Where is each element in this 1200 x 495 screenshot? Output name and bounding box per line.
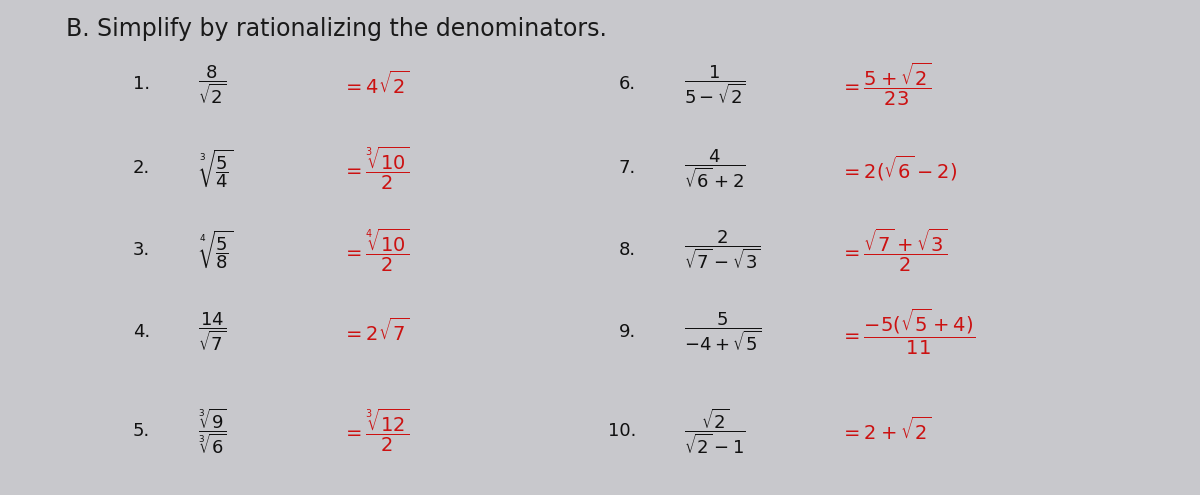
Text: $= \dfrac{5+\sqrt{2}}{23}$: $= \dfrac{5+\sqrt{2}}{23}$ xyxy=(840,60,931,108)
Text: $= 2(\sqrt{6}-2)$: $= 2(\sqrt{6}-2)$ xyxy=(840,154,958,183)
Text: 9.: 9. xyxy=(619,323,636,341)
Text: $= \dfrac{\sqrt[4]{10}}{2}$: $= \dfrac{\sqrt[4]{10}}{2}$ xyxy=(342,226,409,274)
Text: 10.: 10. xyxy=(607,422,636,440)
Text: $= 4\sqrt{2}$: $= 4\sqrt{2}$ xyxy=(342,70,409,98)
Text: $\dfrac{8}{\sqrt{2}}$: $\dfrac{8}{\sqrt{2}}$ xyxy=(198,63,227,105)
Text: $\dfrac{\sqrt{2}}{\sqrt{2}-1}$: $\dfrac{\sqrt{2}}{\sqrt{2}-1}$ xyxy=(684,406,746,455)
Text: $\dfrac{1}{5-\sqrt{2}}$: $\dfrac{1}{5-\sqrt{2}}$ xyxy=(684,63,746,105)
Text: 7.: 7. xyxy=(619,159,636,177)
Text: $\sqrt[3]{\dfrac{5}{4}}$: $\sqrt[3]{\dfrac{5}{4}}$ xyxy=(198,147,234,190)
Text: $\sqrt[4]{\dfrac{5}{8}}$: $\sqrt[4]{\dfrac{5}{8}}$ xyxy=(198,229,234,271)
Text: 6.: 6. xyxy=(619,75,636,93)
Text: $= \dfrac{\sqrt[3]{12}}{2}$: $= \dfrac{\sqrt[3]{12}}{2}$ xyxy=(342,407,409,454)
Text: $= \dfrac{\sqrt{7}+\sqrt{3}}{2}$: $= \dfrac{\sqrt{7}+\sqrt{3}}{2}$ xyxy=(840,226,947,274)
Text: $= 2+\sqrt{2}$: $= 2+\sqrt{2}$ xyxy=(840,417,931,445)
Text: $\dfrac{2}{\sqrt{7}-\sqrt{3}}$: $\dfrac{2}{\sqrt{7}-\sqrt{3}}$ xyxy=(684,229,761,271)
Text: 2.: 2. xyxy=(133,159,150,177)
Text: $= \dfrac{\sqrt[3]{10}}{2}$: $= \dfrac{\sqrt[3]{10}}{2}$ xyxy=(342,145,409,192)
Text: 3.: 3. xyxy=(133,241,150,259)
Text: $= 2\sqrt{7}$: $= 2\sqrt{7}$ xyxy=(342,318,409,346)
Text: $= \dfrac{-5(\sqrt{5}+4)}{11}$: $= \dfrac{-5(\sqrt{5}+4)}{11}$ xyxy=(840,306,976,357)
Text: 4.: 4. xyxy=(133,323,150,341)
Text: 1.: 1. xyxy=(133,75,150,93)
Text: $\dfrac{4}{\sqrt{6}+2}$: $\dfrac{4}{\sqrt{6}+2}$ xyxy=(684,147,746,190)
Text: 8.: 8. xyxy=(619,241,636,259)
Text: $\dfrac{\sqrt[3]{9}}{\sqrt[3]{6}}$: $\dfrac{\sqrt[3]{9}}{\sqrt[3]{6}}$ xyxy=(198,406,227,455)
Text: B. Simplify by rationalizing the denominators.: B. Simplify by rationalizing the denomin… xyxy=(66,17,607,41)
Text: $\dfrac{14}{\sqrt{7}}$: $\dfrac{14}{\sqrt{7}}$ xyxy=(198,310,227,353)
Text: $\dfrac{5}{-4+\sqrt{5}}$: $\dfrac{5}{-4+\sqrt{5}}$ xyxy=(684,310,761,353)
Text: 5.: 5. xyxy=(133,422,150,440)
